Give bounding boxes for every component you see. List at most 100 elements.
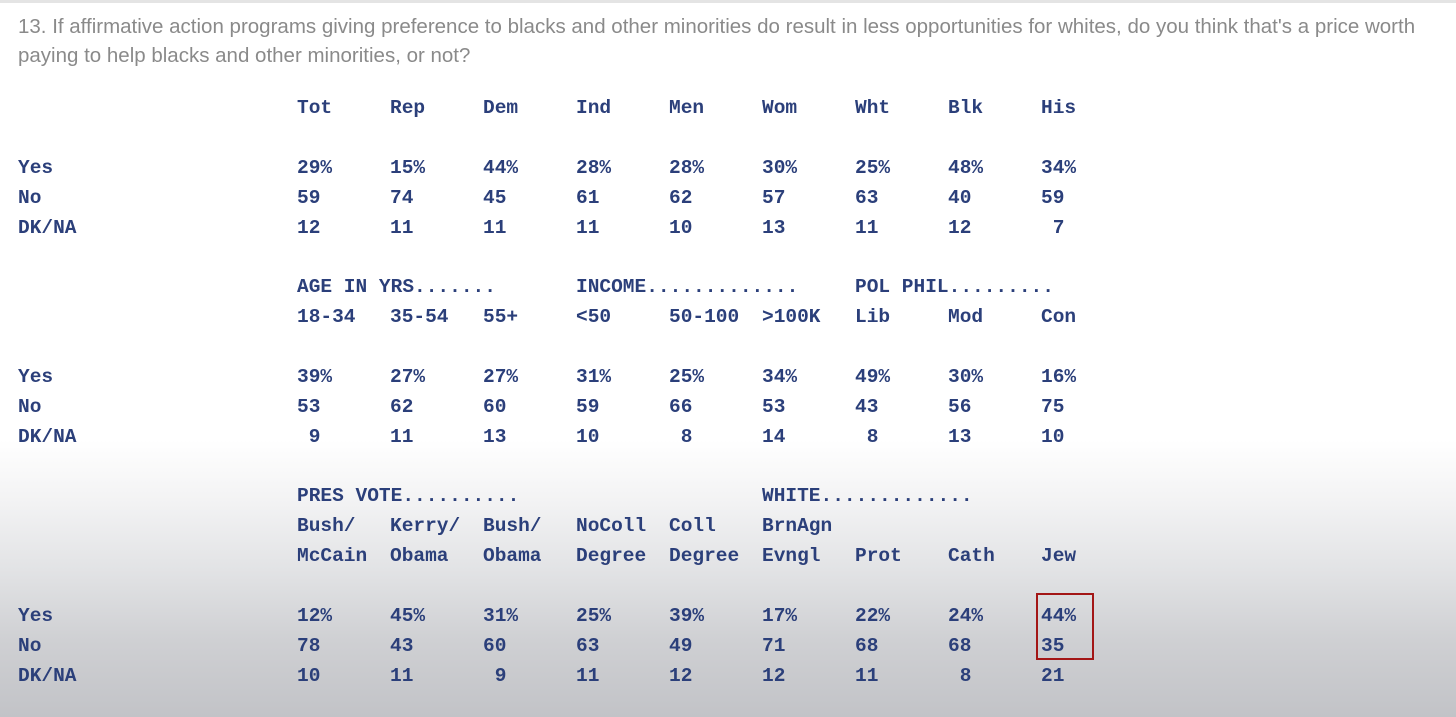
column-header: Degree [669, 545, 740, 567]
cell: 15% [390, 157, 426, 179]
cell: 8 [948, 665, 972, 687]
cell: 60 [483, 635, 507, 657]
cell: 8 [855, 426, 879, 448]
cell: 39% [297, 366, 333, 388]
cell: 21 [1041, 665, 1065, 687]
cell: 10 [1041, 426, 1065, 448]
cell: 11 [855, 217, 879, 239]
table-row: Yes 29% 15% 44% 28% 28% 30% 25% 48% 34% [18, 153, 1218, 183]
cell: 74 [390, 187, 414, 209]
cell: 7 [1041, 217, 1065, 239]
group-header: AGE IN YRS....... [297, 276, 496, 298]
table-row: DK/NA 9 11 13 10 8 14 8 13 10 [18, 422, 1218, 452]
table-section-age-income-ideology: AGE IN YRS....... INCOME............. PO… [18, 272, 1218, 452]
cell: 9 [483, 665, 507, 687]
row-label: DK/NA [18, 217, 77, 239]
group-header: PRES VOTE.......... [297, 485, 520, 507]
cell: 17% [762, 605, 798, 627]
table-row: DK/NA 10 11 9 11 12 12 11 8 21 [18, 661, 1218, 691]
column-header: Con [1041, 306, 1077, 328]
cell: 59 [576, 396, 600, 418]
table-section-party-gender-race: Tot Rep Dem Ind Men Wom Wht Blk His Yes … [18, 93, 1218, 243]
cell: 53 [297, 396, 321, 418]
cell: 68 [855, 635, 879, 657]
table-row: No 78 43 60 63 49 71 68 68 35 [18, 631, 1218, 661]
table-row: No 59 74 45 61 62 57 63 40 59 [18, 183, 1218, 213]
header-row: 18-34 35-54 55+ <50 50-100 >100K Lib Mod… [18, 302, 1218, 332]
column-header: Mod [948, 306, 984, 328]
cell: 66 [669, 396, 693, 418]
cell: 44% [483, 157, 519, 179]
column-header: 50-100 [669, 306, 740, 328]
cell: 11 [390, 217, 414, 239]
column-header: Obama [390, 545, 449, 567]
cell: 11 [855, 665, 879, 687]
column-header: 18-34 [297, 306, 356, 328]
cell: 43 [390, 635, 414, 657]
cell: 30% [762, 157, 798, 179]
cell: 16% [1041, 366, 1077, 388]
cell: 49 [669, 635, 693, 657]
cell: 44% [1041, 605, 1077, 627]
column-header: Jew [1041, 545, 1077, 567]
row-label: No [18, 396, 42, 418]
cell: 49% [855, 366, 891, 388]
column-header: Bush/ [483, 515, 542, 537]
row-label: No [18, 187, 42, 209]
cell: 61 [576, 187, 600, 209]
group-header: WHITE............. [762, 485, 973, 507]
cell: 31% [483, 605, 519, 627]
cell: 27% [483, 366, 519, 388]
cell: 40 [948, 187, 972, 209]
cell: 25% [576, 605, 612, 627]
group-header-row: PRES VOTE.......... WHITE............. [18, 481, 1218, 511]
column-header: Men [669, 97, 705, 119]
cell: 25% [855, 157, 891, 179]
cell: 45% [390, 605, 426, 627]
cell: 29% [297, 157, 333, 179]
cell: 68 [948, 635, 972, 657]
column-header: 55+ [483, 306, 519, 328]
column-header: McCain [297, 545, 368, 567]
cell: 62 [390, 396, 414, 418]
cell: 12 [297, 217, 321, 239]
table-row: DK/NA 12 11 11 11 10 13 11 12 7 [18, 213, 1218, 243]
cell: 78 [297, 635, 321, 657]
row-label: DK/NA [18, 426, 77, 448]
column-header: Degree [576, 545, 647, 567]
cell: 10 [669, 217, 693, 239]
column-header: BrnAgn [762, 515, 833, 537]
column-header: Dem [483, 97, 519, 119]
cell: 9 [297, 426, 321, 448]
group-header: POL PHIL......... [855, 276, 1054, 298]
cell: 31% [576, 366, 612, 388]
group-header-row: AGE IN YRS....... INCOME............. PO… [18, 272, 1218, 302]
column-header: Coll [669, 515, 716, 537]
column-header: NoColl [576, 515, 647, 537]
cell: 59 [1041, 187, 1065, 209]
column-header: His [1041, 97, 1077, 119]
cell: 11 [576, 217, 600, 239]
cell: 35 [1041, 635, 1065, 657]
cell: 63 [576, 635, 600, 657]
spacer [18, 123, 1218, 153]
header-row: Bush/ Kerry/ Bush/ NoColl Coll BrnAgn [18, 511, 1218, 541]
cell: 60 [483, 396, 507, 418]
table-row: Yes 39% 27% 27% 31% 25% 34% 49% 30% 16% [18, 362, 1218, 392]
column-header: Lib [855, 306, 891, 328]
cell: 22% [855, 605, 891, 627]
cell: 25% [669, 366, 705, 388]
column-header: >100K [762, 306, 821, 328]
top-border [0, 0, 1456, 3]
column-header: Obama [483, 545, 542, 567]
row-label: Yes [18, 157, 54, 179]
cell: 63 [855, 187, 879, 209]
cell: 27% [390, 366, 426, 388]
row-label: Yes [18, 366, 54, 388]
column-header: Bush/ [297, 515, 356, 537]
header-row: Tot Rep Dem Ind Men Wom Wht Blk His [18, 93, 1218, 123]
cell: 57 [762, 187, 786, 209]
header-row: McCain Obama Obama Degree Degree Evngl P… [18, 541, 1218, 571]
cell: 13 [762, 217, 786, 239]
cell: 48% [948, 157, 984, 179]
